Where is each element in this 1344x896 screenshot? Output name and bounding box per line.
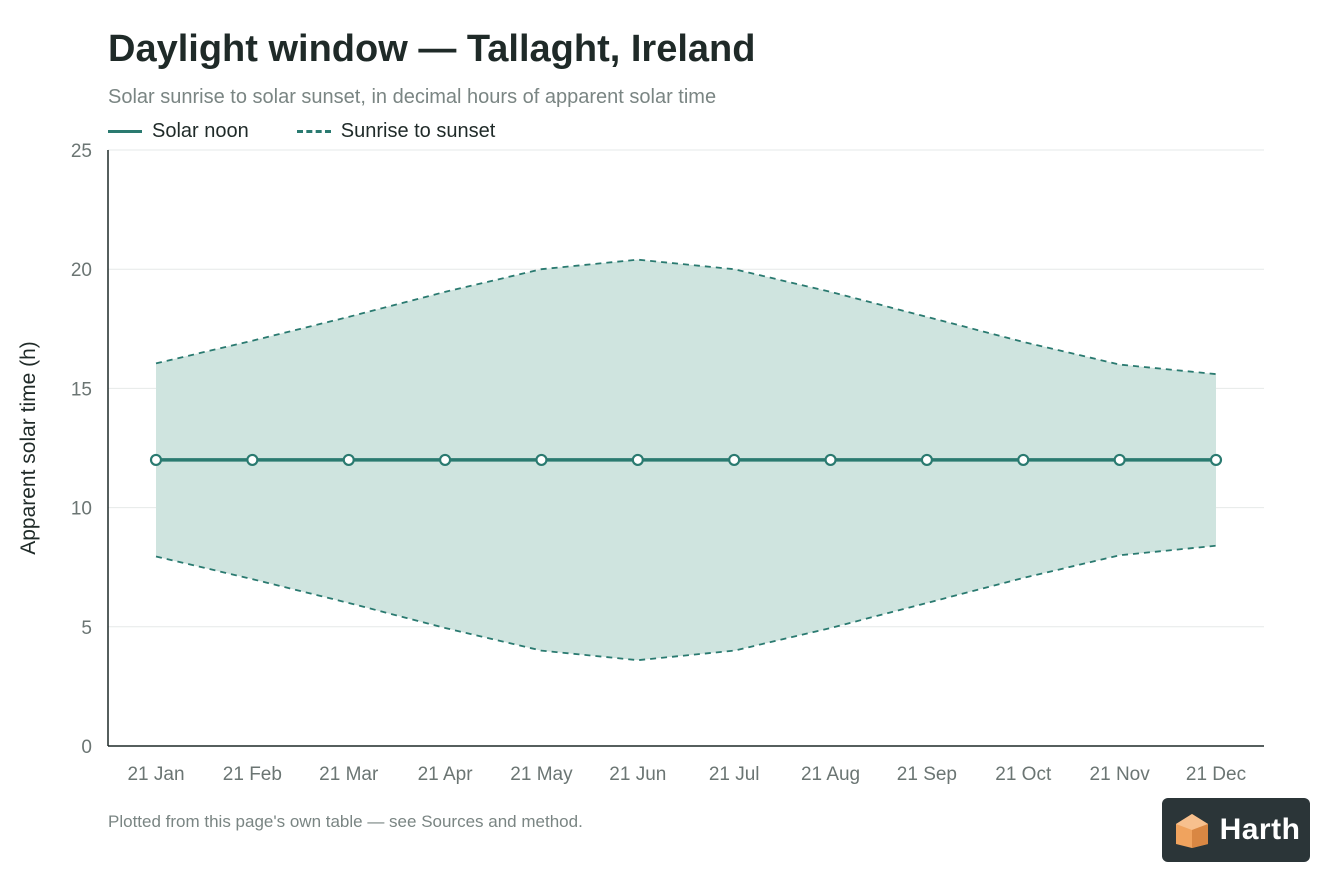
x-tick-label: 21 Nov (1090, 764, 1151, 785)
solar-noon-point (824, 453, 837, 467)
solar-noon-point (728, 453, 741, 467)
solar-noon-point (149, 453, 163, 467)
solar-noon-point (631, 453, 644, 467)
solar-noon-point (342, 453, 355, 467)
solar-noon-point (535, 453, 548, 467)
solar-noon-point (1113, 453, 1126, 467)
legend-label-solar-noon: Solar noon (152, 120, 249, 142)
x-tick-label: 21 Aug (801, 764, 860, 785)
legend-label-sunrise-sunset: Sunrise to sunset (340, 120, 496, 142)
y-tick-label: 0 (81, 737, 92, 758)
x-tick-label: 21 Jul (709, 764, 760, 785)
legend-item-sunrise-sunset: Sunrise to sunset (296, 120, 496, 143)
logo-wordmark: Harth (1219, 813, 1301, 846)
x-tick-label: 21 Sep (897, 764, 957, 785)
chart-title: Daylight window — Tallaght, Ireland (108, 28, 756, 70)
house-cube-icon (1175, 814, 1208, 848)
y-tick-label: 10 (71, 499, 92, 520)
x-tick-label: 21 May (510, 764, 573, 785)
x-tick-label: 21 Oct (995, 764, 1052, 785)
y-axis-label: Apparent solar time (h) (17, 341, 40, 555)
solar-noon-point (438, 453, 452, 467)
x-tick-label: 21 Dec (1186, 764, 1246, 785)
sunrise-line (155, 544, 1217, 662)
chart-legend: Solar noon Sunrise to sunset (108, 120, 495, 143)
solar-noon-point (1209, 453, 1223, 467)
solar-noon-point (920, 453, 934, 467)
x-tick-label: 21 Feb (223, 764, 282, 785)
y-tick-label: 20 (71, 260, 92, 281)
solar-noon-point (1017, 453, 1030, 467)
y-tick-label: 15 (71, 379, 92, 400)
y-tick-label: 5 (81, 618, 92, 639)
x-tick-label: 21 Mar (319, 764, 379, 785)
x-tick-label: 21 Jan (127, 764, 184, 785)
y-tick-label: 25 (71, 141, 92, 162)
harth-logo: Harth (1162, 798, 1310, 862)
chart-subtitle: Solar sunrise to solar sunset, in decima… (108, 86, 717, 108)
x-tick-label: 21 Jun (609, 764, 666, 785)
sunset-line (155, 258, 1217, 375)
legend-swatch-solid (108, 130, 142, 133)
x-tick-label: 21 Apr (418, 764, 474, 785)
legend-item-solar-noon: Solar noon (108, 120, 249, 143)
chart-footnote: Plotted from this page's own table — see… (108, 812, 583, 831)
legend-swatch-dashed (296, 130, 331, 133)
solar-noon-point (246, 453, 259, 467)
